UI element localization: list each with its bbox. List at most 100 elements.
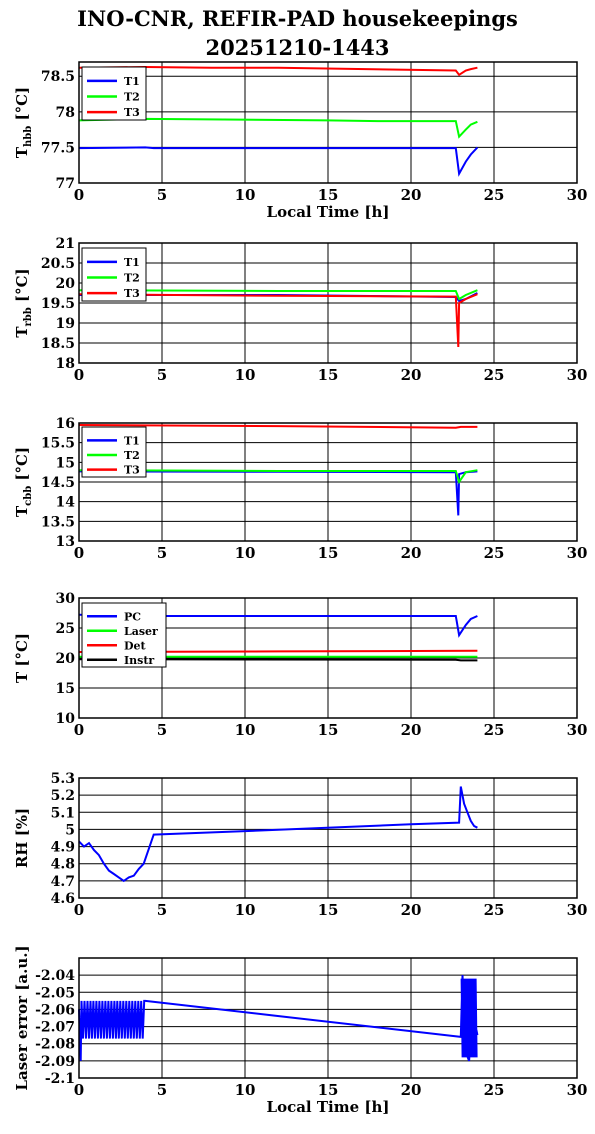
y-tick-label: 4.6 (51, 891, 75, 907)
y-tick-label: -2.09 (35, 1054, 75, 1070)
y-tick-label: 77 (56, 176, 75, 192)
x-tick-label: 20 (401, 366, 422, 384)
x-tick-label: 15 (318, 544, 339, 562)
y-axis-label: Thbb [°C] (13, 87, 34, 158)
x-tick-label: 20 (401, 1081, 422, 1099)
y-tick-label: 20.5 (41, 256, 75, 272)
x-tick-label: 5 (157, 366, 167, 384)
y-tick-label: 78.5 (41, 69, 75, 85)
x-tick-label: 10 (235, 1081, 256, 1099)
chart-panel-1: 0 5 10 15 20 25 30 77 77.5 78 78.5 Local Time [h] Th… (13, 61, 587, 221)
y-tick-label: 5.3 (51, 771, 75, 787)
x-tick-label: 30 (567, 721, 588, 739)
x-tick-label: 20 (401, 544, 422, 562)
legend-label: T3 (124, 106, 140, 119)
x-tick-label: 15 (318, 366, 339, 384)
x-tick-label: 30 (567, 1081, 588, 1099)
x-tick-label: 0 (74, 366, 84, 384)
x-tick-label: 20 (401, 901, 422, 919)
x-tick-label: 25 (484, 544, 505, 562)
legend-label: Instr (124, 654, 154, 667)
legend-label: T3 (124, 464, 140, 477)
y-tick-label: 14.5 (41, 475, 75, 491)
chart-panel-2: 0 5 10 15 20 25 30 18 18.5 19 19.5 20 20.5 21 Trbb [°C… (13, 236, 587, 384)
y-tick-label: 16 (56, 416, 75, 432)
x-tick-label: 10 (235, 366, 256, 384)
series-line-t3 (78, 65, 478, 77)
x-tick-label: 0 (74, 186, 84, 204)
x-tick-label: 20 (401, 721, 422, 739)
series-line-t2 (78, 117, 478, 139)
legend: T1 T2 T3 (81, 66, 147, 121)
y-tick-label: 4.8 (51, 857, 75, 873)
legend-label: PC (124, 610, 141, 623)
x-tick-label: 10 (235, 544, 256, 562)
x-tick-label: 5 (157, 901, 167, 919)
series-line-t2 (78, 289, 478, 301)
x-axis-label: Local Time [h] (267, 1098, 390, 1116)
series-line-data (78, 786, 478, 883)
y-tick-label: 4.9 (51, 840, 75, 856)
y-tick-label: 25 (56, 621, 75, 637)
x-tick-label: 5 (157, 721, 167, 739)
x-tick-label: 0 (74, 544, 84, 562)
x-tick-label: 5 (157, 186, 167, 204)
x-tick-label: 10 (235, 901, 256, 919)
y-tick-label: 19.5 (41, 296, 75, 312)
x-tick-label: 25 (484, 901, 505, 919)
y-axis-label: Trbb [°C] (13, 268, 34, 337)
x-tick-label: 5 (157, 1081, 167, 1099)
legend-label: Det (124, 639, 147, 652)
y-tick-label: -2.06 (35, 1002, 75, 1018)
y-tick-label: -2.08 (35, 1037, 75, 1053)
y-tick-label: 20 (56, 276, 76, 292)
x-tick-label: 15 (318, 721, 339, 739)
plot-frame (78, 242, 578, 364)
y-tick-label: -2.1 (45, 1071, 75, 1087)
y-tick-label: -2.07 (35, 1020, 75, 1036)
plot-frame (78, 597, 578, 719)
y-tick-label: 18 (56, 356, 75, 372)
series-line-t3 (78, 293, 478, 348)
x-tick-label: 25 (484, 721, 505, 739)
y-axis-label: Laser error [a.u.] (13, 945, 31, 1090)
page-title: INO-CNR, REFIR-PAD housekeepings 2025121… (0, 4, 595, 62)
chart-panel-3: 0 5 10 15 20 25 30 13 13.5 14 14.5 15 15.5 16 Tcbb [°C… (13, 416, 587, 562)
x-tick-label: 15 (318, 901, 339, 919)
y-tick-label: 30 (56, 591, 76, 607)
legend-label: T2 (124, 449, 140, 462)
title-line-2: 20251210-1443 (205, 35, 390, 60)
y-axis-label: Tcbb [°C] (13, 447, 34, 517)
y-axis-label: T [°C] (13, 633, 31, 683)
y-tick-label: 77.5 (41, 140, 75, 156)
y-tick-label: 15 (56, 681, 75, 697)
legend-label: T2 (124, 272, 140, 285)
x-tick-label: 0 (74, 901, 84, 919)
y-tick-label: -2.04 (35, 968, 75, 984)
y-tick-label: 13 (56, 534, 75, 550)
legend-label: T3 (124, 287, 140, 300)
y-tick-label: -2.05 (35, 985, 75, 1001)
y-tick-label: 5.1 (51, 805, 75, 821)
legend-label: T1 (124, 256, 140, 269)
plot-frame (78, 957, 578, 1079)
x-tick-label: 15 (318, 186, 339, 204)
series-line-t3 (78, 424, 478, 429)
x-tick-label: 30 (567, 901, 588, 919)
legend: T1 T2 T3 (81, 426, 147, 478)
y-tick-label: 5.2 (51, 788, 75, 804)
y-tick-label: 15 (56, 455, 75, 471)
y-tick-label: 21 (56, 236, 75, 252)
x-tick-label: 5 (157, 544, 167, 562)
legend: T1 T2 T3 (81, 247, 147, 302)
legend-label: T2 (124, 91, 140, 104)
x-tick-label: 10 (235, 186, 256, 204)
x-tick-label: 30 (567, 544, 588, 562)
y-tick-label: 20 (56, 651, 76, 667)
y-tick-label: 19 (56, 316, 75, 332)
y-tick-label: 5 (65, 822, 75, 838)
series-line-data (78, 975, 479, 1062)
x-tick-label: 15 (318, 1081, 339, 1099)
